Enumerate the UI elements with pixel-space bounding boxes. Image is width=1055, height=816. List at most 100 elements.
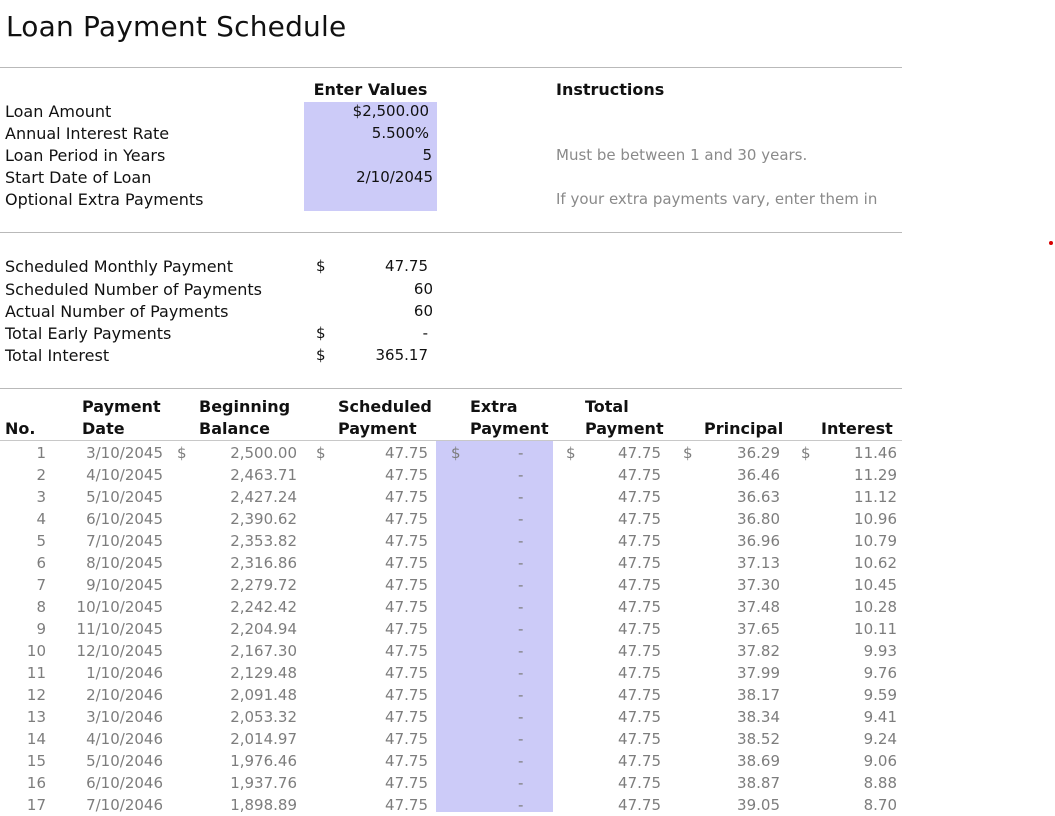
- cell-extra: -: [518, 532, 524, 550]
- table-row: 5 7/10/2045 2,353.82 47.75 - 47.75 36.96 10.79: [0, 530, 902, 552]
- cell-interest: 10.11: [854, 620, 897, 638]
- table-row: 17 7/10/2046 1,898.89 47.75 - 47.75 39.05 8.70: [0, 794, 902, 816]
- early-payments-value: -: [422, 324, 428, 342]
- cell-total: 47.75: [618, 642, 661, 660]
- cell-interest: 9.76: [863, 664, 897, 682]
- cell-interest: 11.29: [854, 466, 897, 484]
- cell-sched: 47.75: [385, 708, 428, 726]
- cell-total: 47.75: [618, 686, 661, 704]
- table-row: 7 9/10/2045 2,279.72 47.75 - 47.75 37.30 10.45: [0, 574, 902, 596]
- cell-begin: 2,053.32: [230, 708, 297, 726]
- cell-sched: 47.75: [385, 554, 428, 572]
- cell-no: 8: [36, 598, 46, 616]
- cell-principal: 36.29: [737, 444, 780, 462]
- table-row: 10 12/10/2045 2,167.30 47.75 - 47.75 37.82 9.93: [0, 640, 902, 662]
- cell-sched: 47.75: [385, 598, 428, 616]
- cell-date: 7/10/2045: [86, 532, 163, 550]
- table-row: 14 4/10/2046 2,014.97 47.75 - 47.75 38.52 9.24: [0, 728, 902, 750]
- cell-extra: -: [518, 730, 524, 748]
- loan-amount-input[interactable]: $2,500.00: [352, 102, 429, 120]
- cell-sched: 47.75: [385, 620, 428, 638]
- actual-payments-value: 60: [413, 302, 433, 320]
- summary-label: Scheduled Monthly Payment: [5, 257, 233, 276]
- extra-payments-note: If your extra payments vary, enter them …: [556, 190, 878, 208]
- cell-total: 47.75: [618, 444, 661, 462]
- cell-begin: 1,976.46: [230, 752, 297, 770]
- cell-no: 6: [36, 554, 46, 572]
- table-row: 11 1/10/2046 2,129.48 47.75 - 47.75 37.99 9.76: [0, 662, 902, 684]
- cell-begin: 2,316.86: [230, 554, 297, 572]
- cell-sched: 47.75: [385, 466, 428, 484]
- start-date-input[interactable]: 2/10/2045: [356, 168, 433, 186]
- cell-total: 47.75: [618, 532, 661, 550]
- loan-period-input[interactable]: 5: [422, 146, 432, 164]
- cell-total: 47.75: [618, 664, 661, 682]
- cell-begin: 2,091.48: [230, 686, 297, 704]
- cell-date: 4/10/2045: [86, 466, 163, 484]
- cell-total: 47.75: [618, 510, 661, 528]
- cell-date: 12/10/2045: [76, 642, 163, 660]
- cell-principal: 36.80: [737, 510, 780, 528]
- cell-date: 5/10/2045: [86, 488, 163, 506]
- currency-symbol: $: [566, 444, 576, 462]
- cell-principal: 37.13: [737, 554, 780, 572]
- cell-interest: 9.06: [863, 752, 897, 770]
- table-row: 1 3/10/2045 $2,500.00 $47.75 $ - $47.75 $36.29 $…: [0, 442, 902, 464]
- header-extra-payment-2: Payment: [470, 419, 549, 438]
- cell-total: 47.75: [618, 708, 661, 726]
- cell-total: 47.75: [618, 598, 661, 616]
- summary-label: Scheduled Number of Payments: [5, 280, 263, 299]
- cell-no: 16: [26, 774, 46, 792]
- extra-payments-input[interactable]: [304, 190, 429, 210]
- cell-extra: -: [518, 796, 524, 814]
- cell-date: 7/10/2046: [86, 796, 163, 814]
- cell-sched: 47.75: [385, 730, 428, 748]
- start-date-label: Start Date of Loan: [5, 168, 152, 187]
- cell-sched: 47.75: [385, 576, 428, 594]
- cell-principal: 37.48: [737, 598, 780, 616]
- cell-principal: 38.17: [737, 686, 780, 704]
- cell-interest: 10.62: [854, 554, 897, 572]
- cell-date: 1/10/2046: [86, 664, 163, 682]
- cell-interest: 10.96: [854, 510, 897, 528]
- cell-no: 1: [36, 444, 46, 462]
- cell-no: 3: [36, 488, 46, 506]
- cell-begin: 2,167.30: [230, 642, 297, 660]
- cell-sched: 47.75: [385, 488, 428, 506]
- currency-symbol: $: [801, 444, 811, 462]
- table-row: 3 5/10/2045 2,427.24 47.75 - 47.75 36.63 11.12: [0, 486, 902, 508]
- cell-total: 47.75: [618, 576, 661, 594]
- cell-begin: 2,427.24: [230, 488, 297, 506]
- cell-begin: 1,937.76: [230, 774, 297, 792]
- cell-sched: 47.75: [385, 796, 428, 814]
- cell-interest: 9.41: [863, 708, 897, 726]
- loan-period-note: Must be between 1 and 30 years.: [556, 146, 808, 164]
- cell-extra: -: [518, 752, 524, 770]
- cell-total: 47.75: [618, 774, 661, 792]
- scheduled-payments-value: 60: [413, 280, 433, 298]
- cell-principal: 37.99: [737, 664, 780, 682]
- cell-extra: -: [518, 598, 524, 616]
- table-row: 12 2/10/2046 2,091.48 47.75 - 47.75 38.17 9.59: [0, 684, 902, 706]
- marker-dot: [1049, 241, 1053, 245]
- table-row: 2 4/10/2045 2,463.71 47.75 - 47.75 36.46 11.29: [0, 464, 902, 486]
- cell-total: 47.75: [618, 730, 661, 748]
- cell-date: 9/10/2045: [86, 576, 163, 594]
- cell-extra: -: [518, 774, 524, 792]
- cell-extra: -: [518, 488, 524, 506]
- cell-extra: -: [518, 620, 524, 638]
- currency-symbol: $: [451, 444, 461, 462]
- cell-no: 9: [36, 620, 46, 638]
- cell-begin: 2,390.62: [230, 510, 297, 528]
- header-interest: Interest: [821, 419, 893, 438]
- cell-extra: -: [518, 444, 524, 462]
- cell-principal: 37.65: [737, 620, 780, 638]
- cell-interest: 10.45: [854, 576, 897, 594]
- cell-total: 47.75: [618, 796, 661, 814]
- cell-no: 5: [36, 532, 46, 550]
- cell-no: 11: [26, 664, 46, 682]
- interest-rate-input[interactable]: 5.500%: [371, 124, 429, 142]
- cell-interest: 10.79: [854, 532, 897, 550]
- cell-extra: -: [518, 642, 524, 660]
- cell-extra: -: [518, 686, 524, 704]
